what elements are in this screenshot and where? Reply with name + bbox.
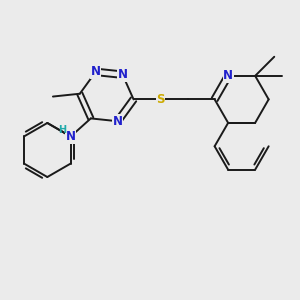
Text: N: N xyxy=(66,130,76,143)
Text: N: N xyxy=(91,65,101,78)
Text: N: N xyxy=(113,115,123,128)
Text: N: N xyxy=(223,69,233,82)
Text: S: S xyxy=(156,93,165,106)
Text: N: N xyxy=(118,68,128,81)
Text: H: H xyxy=(58,125,67,135)
